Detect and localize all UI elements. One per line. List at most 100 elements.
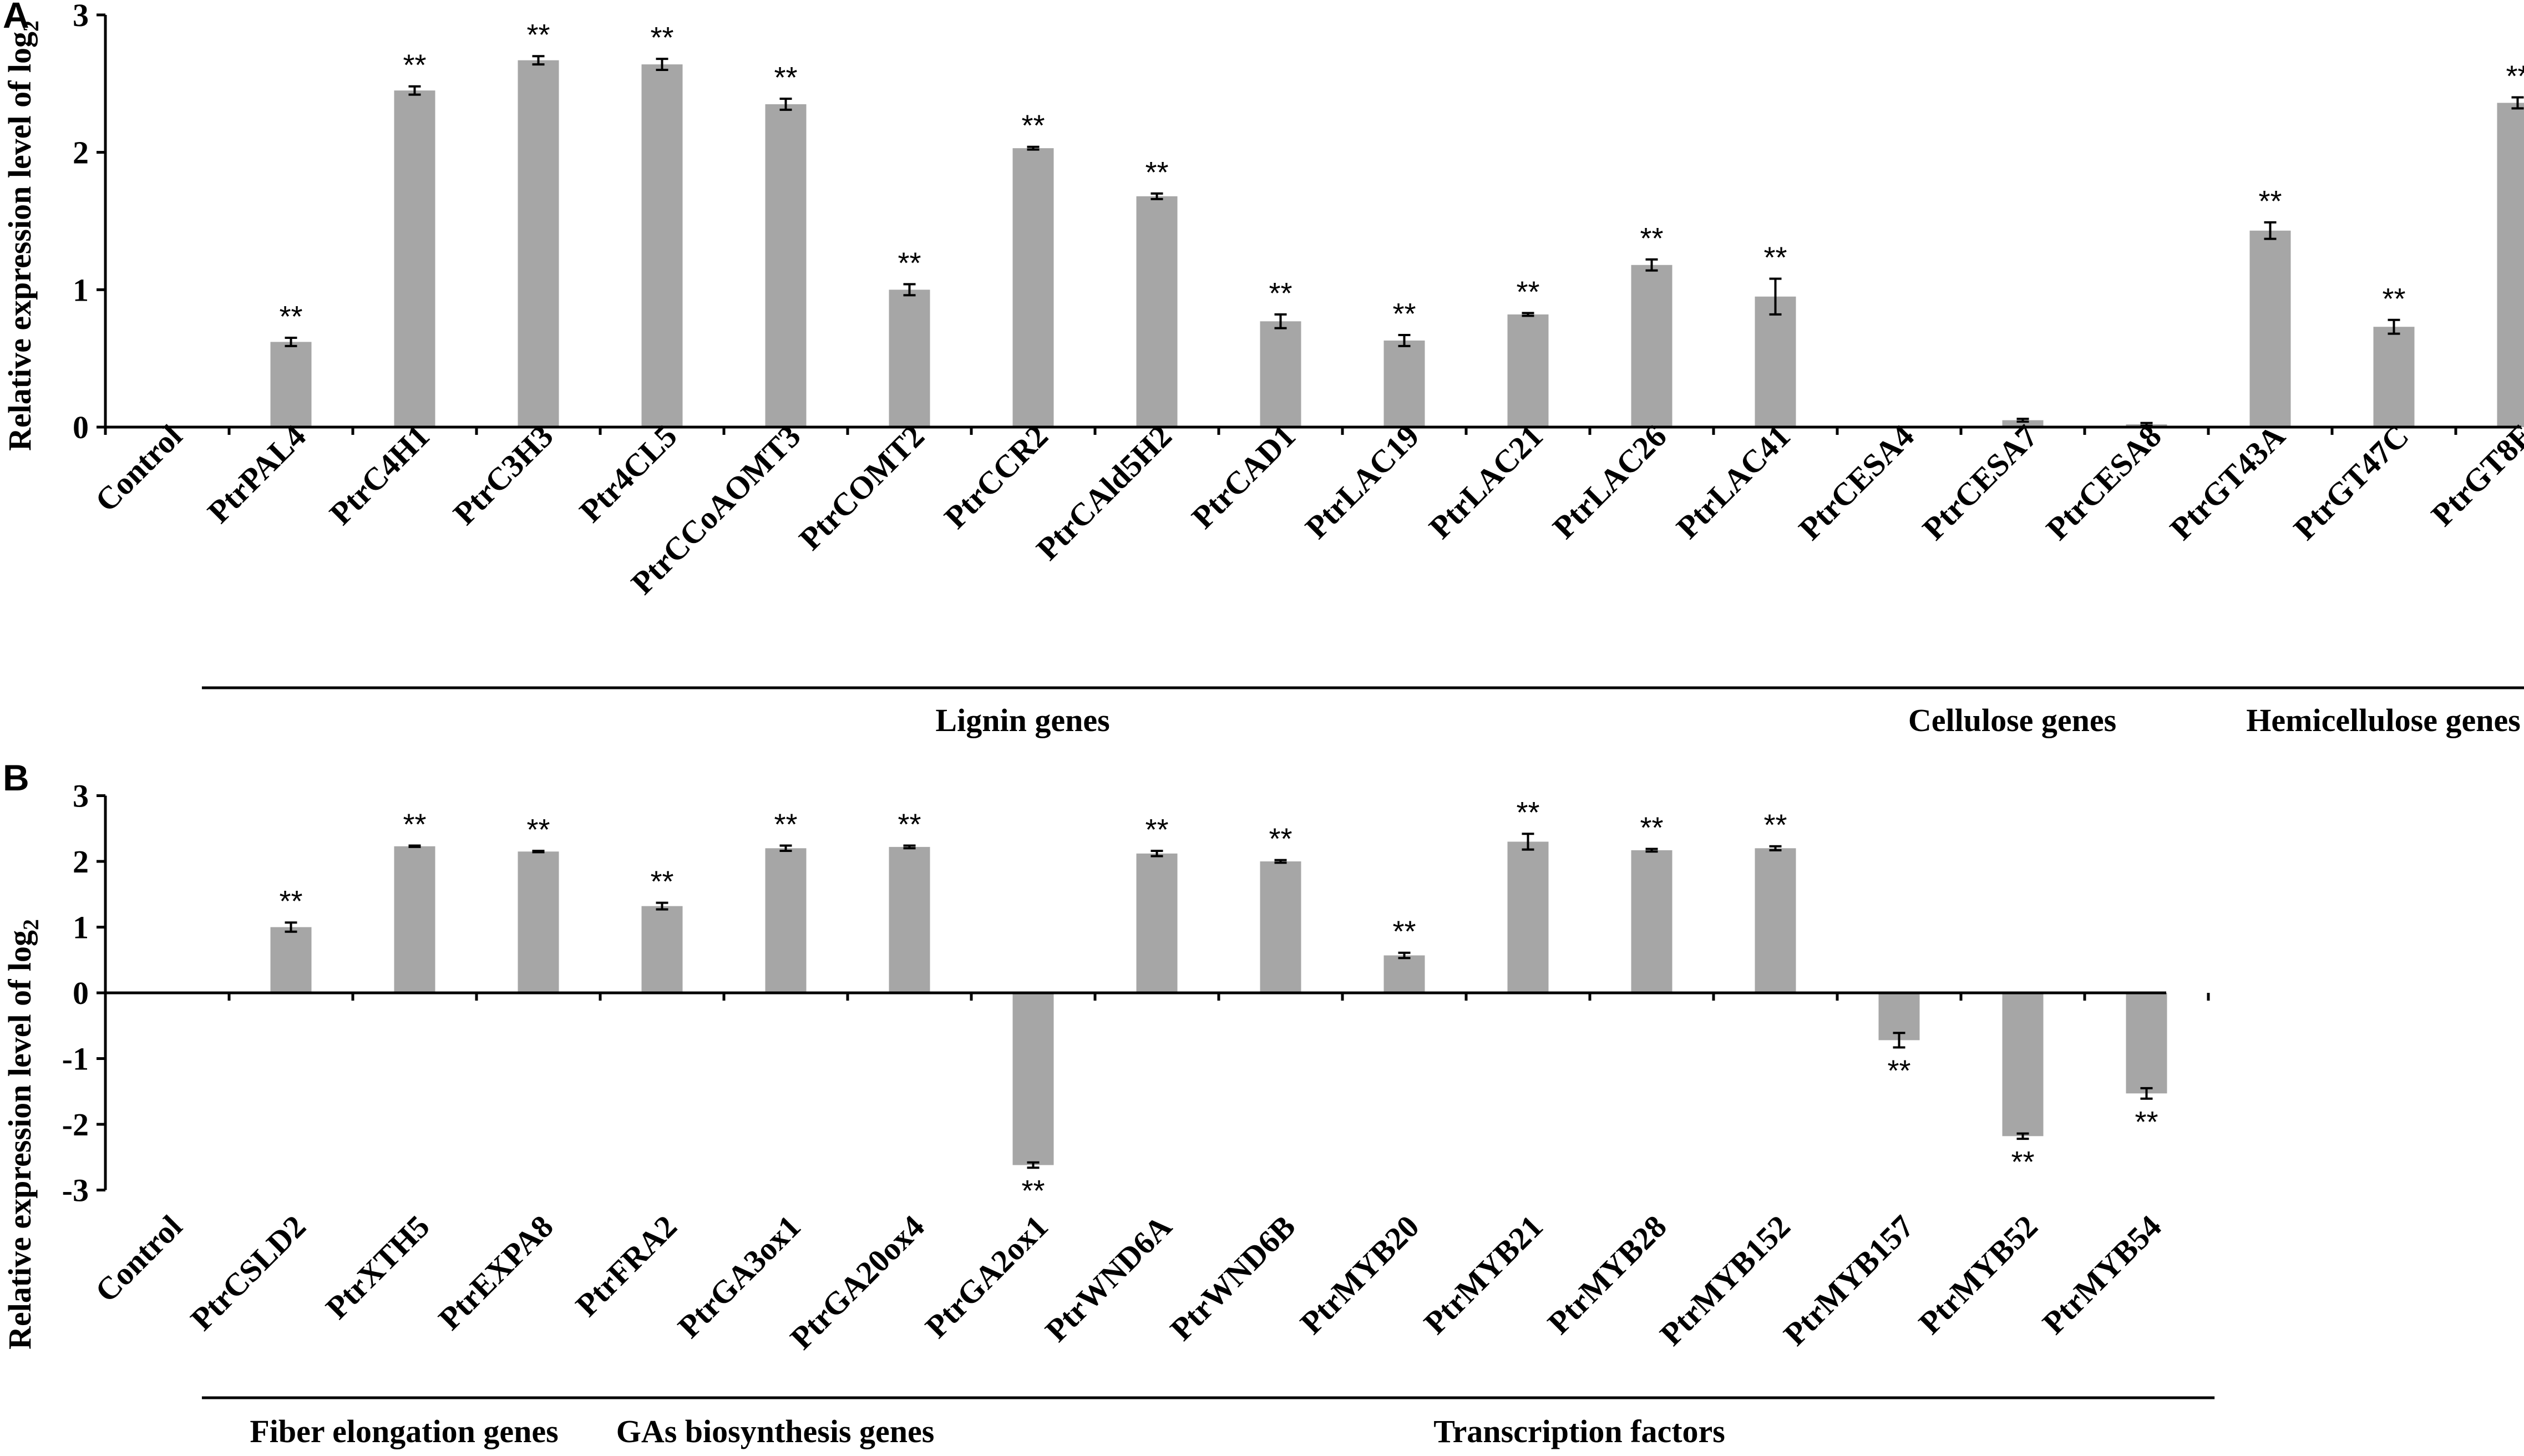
panel-a-significance-marker: ** [2506, 60, 2524, 93]
panel-a-bar [1507, 314, 1549, 427]
panel-b-y-tick-label: 0 [73, 975, 89, 1011]
panel-b-y-tick-label: 2 [73, 844, 89, 880]
panel-b-y-tick-label: -3 [62, 1173, 89, 1209]
panel-a-category-label: PtrCCR2 [937, 418, 1055, 535]
panel-a-bar [765, 104, 807, 427]
panel-b-bar [2126, 993, 2167, 1094]
panel-b-category-label: PtrMYB28 [1540, 1208, 1674, 1341]
panel-a-significance-marker: ** [526, 18, 550, 52]
panel-a-category-label: PtrLAC19 [1298, 418, 1426, 545]
panel-a-category-label: PtrLAC41 [1669, 418, 1797, 545]
panel-a-group-label: Cellulose genes [1908, 702, 2116, 738]
panel-a-group-label: Hemicellulose genes [2246, 702, 2521, 738]
panel-a-bar [394, 90, 435, 427]
panel-a-bar [1136, 196, 1178, 427]
panel-a-significance-marker: ** [1640, 222, 1663, 255]
panel-a-category-label: PtrC3H3 [446, 418, 560, 531]
panel-a-category-label: PtrCESA7 [1915, 418, 2045, 547]
panel-b-significance-marker: ** [2135, 1105, 2158, 1139]
panel-b-category-label: PtrMYB152 [1653, 1208, 1797, 1352]
panel-b-bar [1012, 993, 1054, 1165]
panel-a-significance-marker: ** [650, 21, 673, 54]
panel-b-y-tick-label: -1 [62, 1041, 89, 1077]
panel-b-bar [394, 846, 435, 993]
panel-b-significance-marker: ** [1392, 915, 1416, 948]
panel-b-significance-marker: ** [2011, 1145, 2034, 1179]
panel-b-category-label: PtrMYB52 [1912, 1208, 2045, 1341]
panel-a-category-label: PtrGT8F [2424, 418, 2524, 533]
panel-b-bar [1507, 841, 1549, 993]
panel-b-bar [1631, 850, 1672, 993]
panel-b-group-label: Transcription factors [1433, 1413, 1725, 1449]
panel-b-category-label: Control [88, 1208, 189, 1309]
panel-a-bar [889, 290, 930, 427]
panel-b-category-label: PtrCSLD2 [184, 1208, 313, 1337]
panel-b-significance-marker: ** [526, 813, 550, 846]
panel-b-significance-marker: ** [1640, 811, 1663, 844]
panel-b-significance-marker: ** [898, 808, 921, 841]
panel-b-bar [1136, 853, 1178, 993]
panel-b-y-axis-label: Relative expression level of log2 [2, 919, 43, 1350]
panel-b-y-axis-label-subscript: 2 [18, 919, 43, 930]
panel-a-bar [1260, 321, 1301, 427]
panel-b-category-label: PtrEXPA8 [432, 1208, 560, 1337]
panel-b-bar [1383, 955, 1425, 993]
panel-b-group-label: GAs biosynthesis genes [616, 1413, 935, 1449]
panel-b-category-label: PtrWND6B [1163, 1208, 1302, 1347]
panel-b-significance-marker: ** [650, 865, 673, 899]
panel-b-category-label: PtrGA3ox1 [671, 1208, 807, 1345]
panel-a-bar [2497, 103, 2524, 428]
panel-a-category-label: PtrGT47C [2287, 418, 2416, 547]
panel-a-bar [1755, 296, 1796, 427]
panel-a-bar [1383, 340, 1425, 427]
panel-b-category-label: PtrMYB157 [1777, 1208, 1921, 1352]
panel-b-group-label: Fiber elongation genes [250, 1413, 558, 1449]
panel-b-category-label: PtrMYB21 [1417, 1208, 1550, 1341]
panel-b-y-tick-label: 1 [73, 910, 89, 946]
panel-b-category-label: PtrXTH5 [318, 1208, 436, 1326]
panel-a-category-label: PtrGT43A [2163, 418, 2292, 547]
panel-b-category-label: PtrGA20ox4 [783, 1208, 931, 1356]
panel-a-category-label: PtrLAC21 [1422, 418, 1549, 545]
panel-b-significance-marker: ** [1269, 823, 1292, 856]
panel-a-group-label: Lignin genes [935, 702, 1109, 738]
panel-a-category-label: PtrCESA4 [1792, 418, 1921, 547]
panel-b-bar [2002, 993, 2044, 1137]
panel-a-significance-marker: ** [1021, 109, 1045, 143]
panel-b-category-label: PtrWND6A [1038, 1208, 1178, 1348]
panel-b-category-label: PtrFRA2 [569, 1208, 684, 1323]
panel-a-category-label: PtrPAL4 [200, 418, 312, 530]
panel-a-y-axis-label: Relative expression level of log2 [2, 21, 43, 451]
panel-a-bar [1631, 265, 1672, 427]
panel-b-significance-marker: ** [1021, 1174, 1045, 1208]
panel-b-category-label: PtrMYB20 [1293, 1208, 1426, 1341]
panel-b-y-tick-label: -2 [62, 1107, 89, 1143]
panel-a-bar [2249, 230, 2291, 427]
panel-a-significance-marker: ** [403, 49, 426, 82]
panel-a-significance-marker: ** [1392, 297, 1416, 331]
panel-a-significance-marker: ** [1145, 156, 1168, 189]
panel-b-significance-marker: ** [403, 808, 426, 841]
panel-b-bar [1755, 848, 1796, 993]
panel-b-significance-marker: ** [774, 808, 797, 841]
panel-a-significance-marker: ** [898, 246, 921, 280]
panel-b-bar [1260, 861, 1301, 993]
panel-b-category-label: PtrGA2ox1 [918, 1208, 1055, 1345]
panel-a-category-label: PtrC4H1 [322, 418, 436, 531]
panel-a-bar [518, 60, 559, 428]
panel-a-y-tick-label: 3 [73, 0, 89, 33]
panel-a-category-label: Ptr4CL5 [572, 418, 684, 529]
panel-a-y-tick-label: 2 [73, 135, 89, 171]
panel-a-letter: A [3, 0, 29, 35]
panel-b-significance-marker: ** [279, 885, 302, 918]
panel-a-significance-marker: ** [1763, 241, 1787, 274]
panel-b-bar [270, 927, 312, 993]
panel-a-category-label: PtrCOMT2 [792, 418, 931, 557]
panel-a-y-tick-label: 0 [73, 409, 89, 445]
panel-a-y-axis-label-subscript: 2 [18, 21, 43, 32]
panel-b-letter: B [3, 757, 29, 798]
panel-a-significance-marker: ** [1516, 275, 1539, 308]
panel-a-significance-marker: ** [2382, 282, 2405, 316]
panel-b-bar-chart: B Relative expression level of log2 -3 -2… [2, 757, 2215, 1449]
